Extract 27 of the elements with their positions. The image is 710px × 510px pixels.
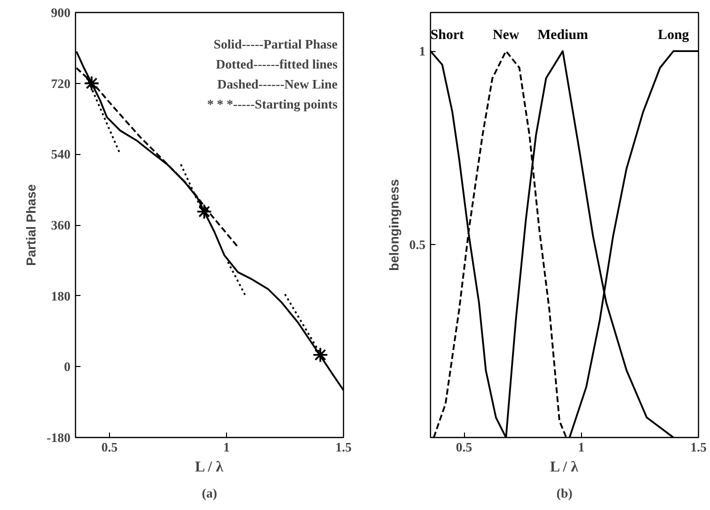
annotation: * * *-----Starting points xyxy=(207,96,338,112)
y-tick-label: 900 xyxy=(51,5,70,20)
x-axis-title: L / λ xyxy=(550,460,579,476)
y-axis-title: Partial Phase xyxy=(24,184,39,266)
y-tick-label: -180 xyxy=(46,430,71,445)
x-tick-label: 1.5 xyxy=(690,440,708,454)
x-axis-title: L / λ xyxy=(194,460,224,476)
x-tick-label: 1 xyxy=(578,440,585,454)
y-tick-label: 360 xyxy=(51,218,70,232)
annotation: Dashed------New Line xyxy=(217,76,338,92)
text: (b) xyxy=(556,486,572,500)
x-tick-label: 1.5 xyxy=(335,440,352,454)
annotation: Solid-----Partial Phase xyxy=(214,36,338,52)
series-label: New xyxy=(492,28,520,44)
y-axis-title: belongingness xyxy=(386,179,402,271)
series-label: Short xyxy=(430,28,464,44)
y-tick-label: 720 xyxy=(51,76,70,91)
series-label: Medium xyxy=(537,28,588,44)
x-tick-label: 0.5 xyxy=(101,440,118,454)
y-tick-label: 0 xyxy=(64,359,70,374)
y-tick-label: 540 xyxy=(51,146,70,162)
annotation: Dotted------fitted lines xyxy=(216,56,338,72)
text: (a) xyxy=(202,486,218,500)
x-tick-label: 1 xyxy=(223,440,230,454)
series-label: Long xyxy=(658,28,689,44)
y-tick-label: 180 xyxy=(51,288,70,304)
x-tick-label: 0.5 xyxy=(456,440,473,454)
